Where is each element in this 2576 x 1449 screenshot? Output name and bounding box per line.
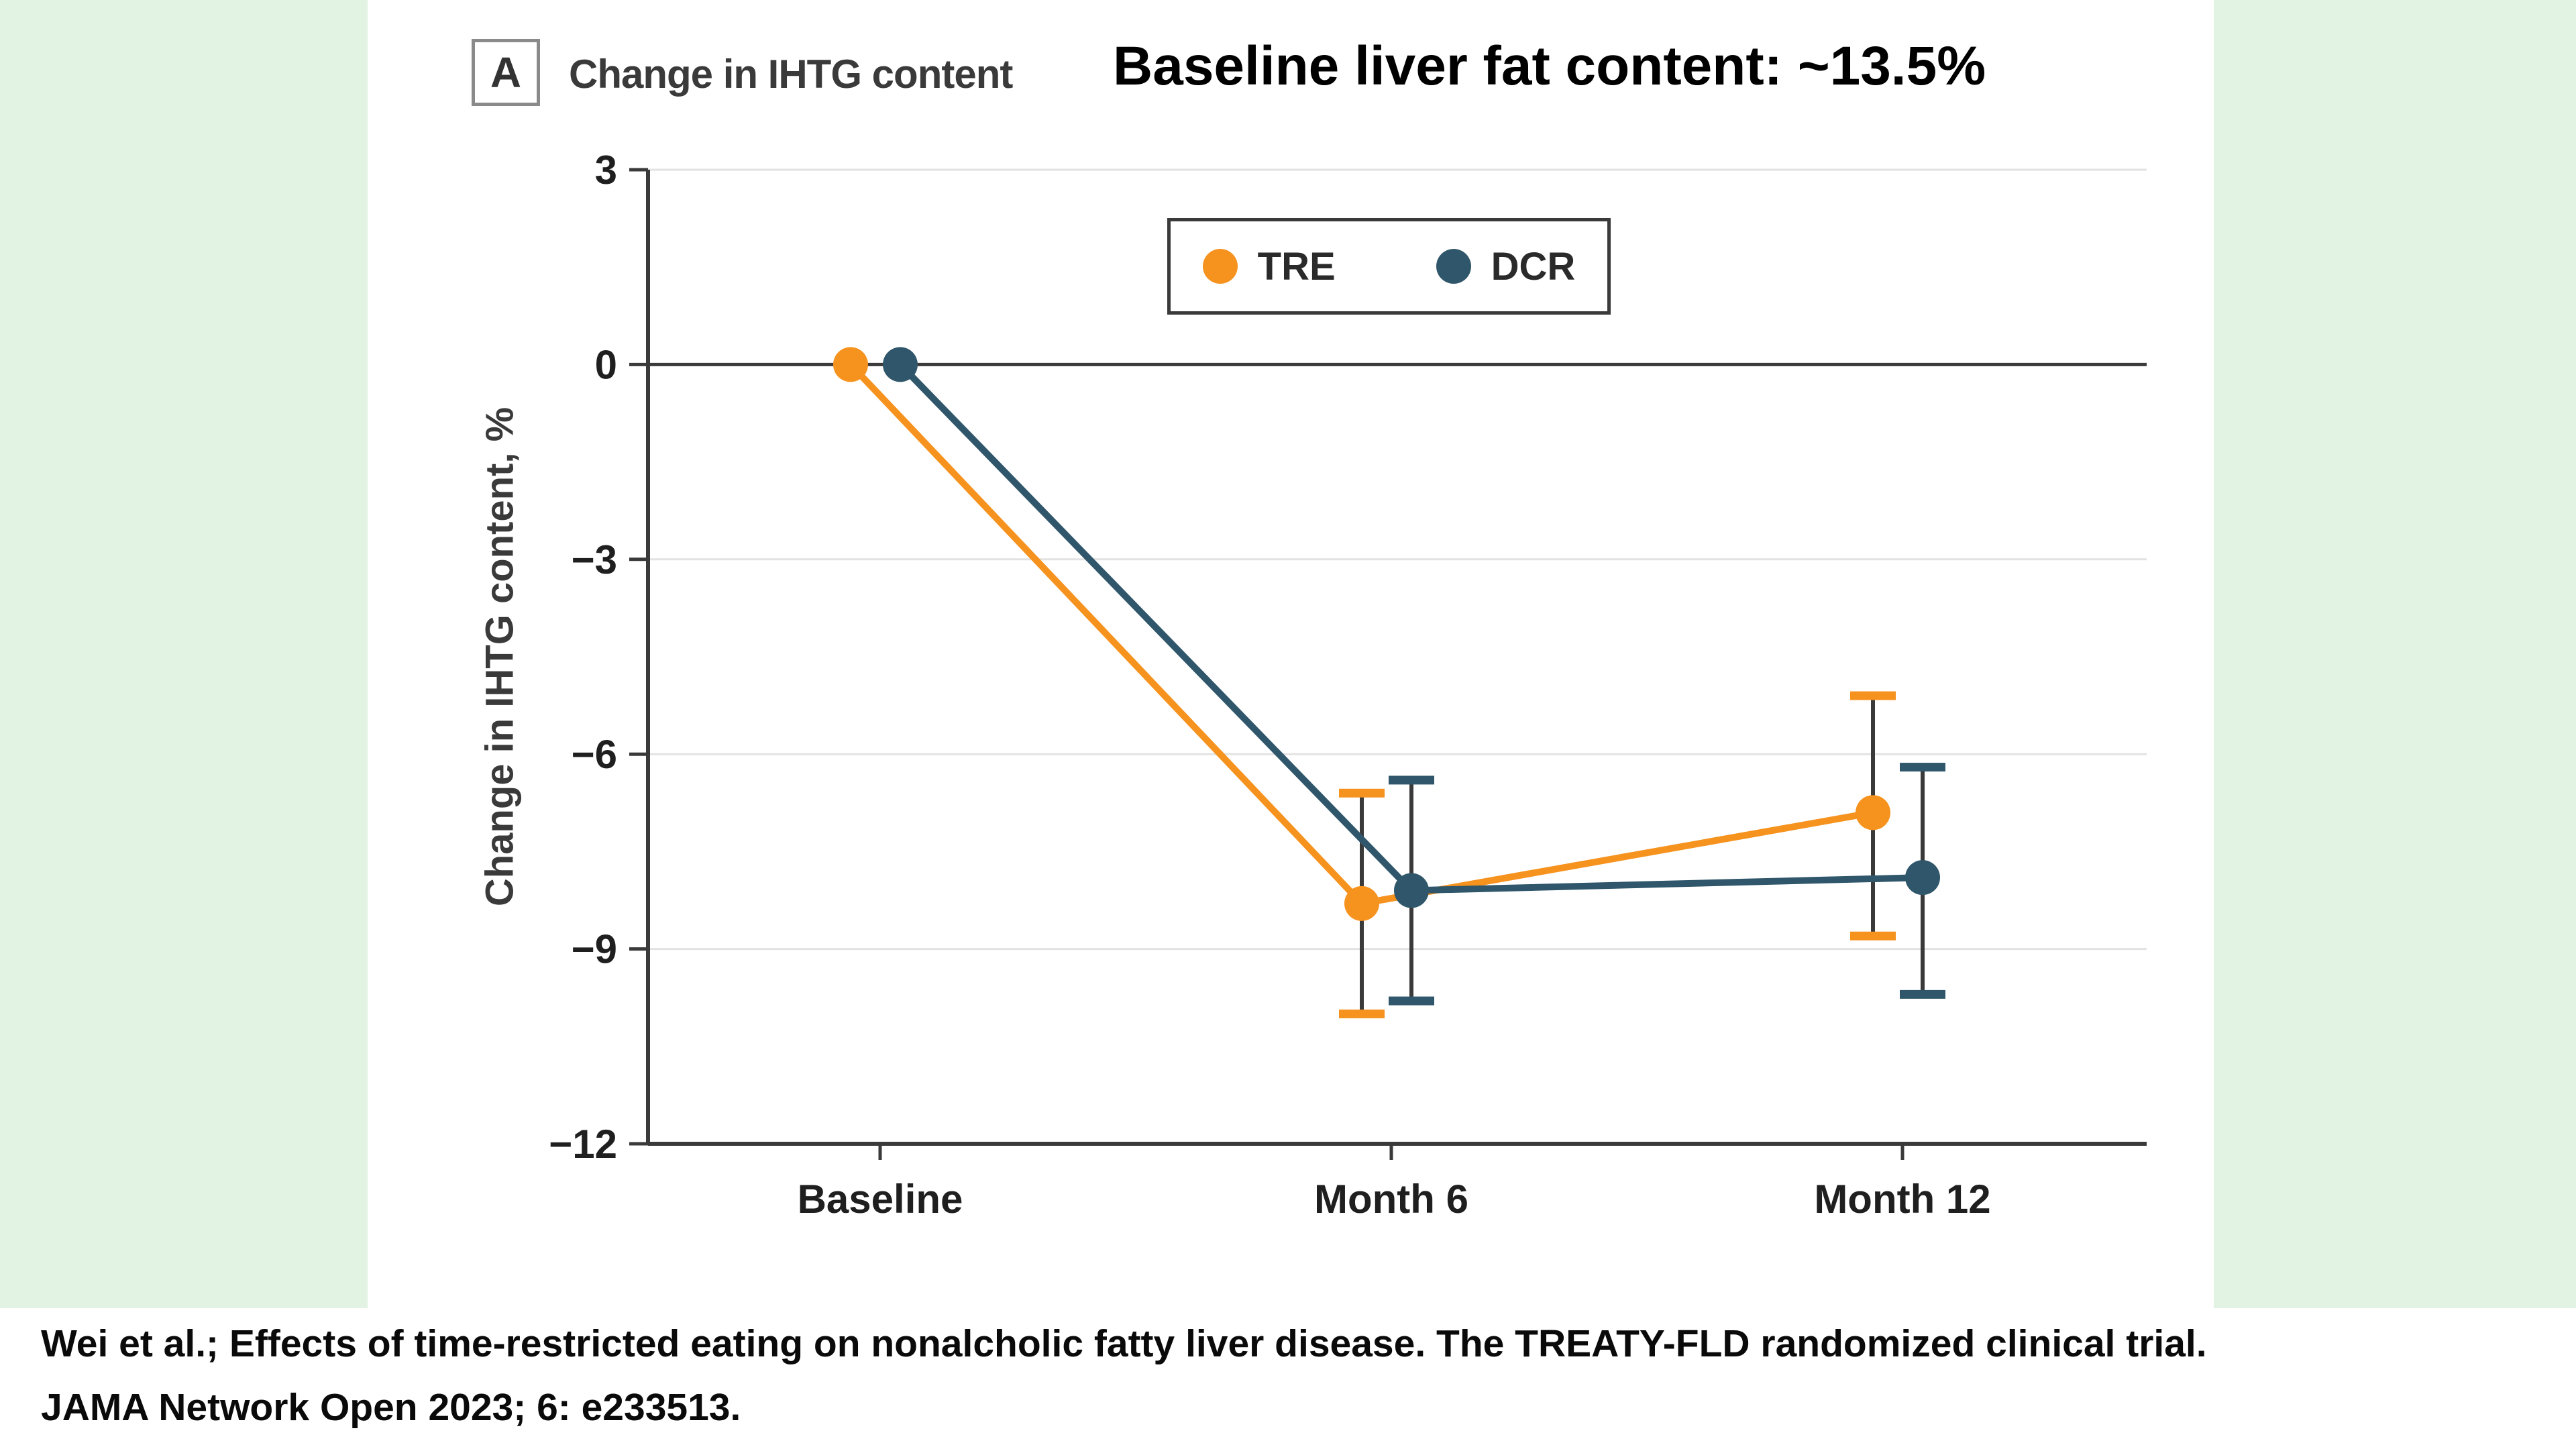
tre-point-month-6 bbox=[1344, 885, 1379, 921]
panel-title: Change in IHTG content bbox=[569, 51, 1013, 97]
dcr-errorbar-cap-low-month-6 bbox=[1389, 996, 1434, 1006]
legend-label-dcr: DCR bbox=[1491, 244, 1576, 288]
dcr-legend-dot-icon bbox=[1436, 249, 1471, 284]
legend-item-dcr: DCR bbox=[1436, 244, 1576, 289]
y-tick-label--9: −9 bbox=[572, 927, 617, 972]
legend: TRE DCR bbox=[1167, 218, 1611, 315]
tre-errorbar-cap-low-month-12 bbox=[1850, 931, 1896, 941]
panel-label: A bbox=[490, 48, 522, 97]
dcr-point-month-6 bbox=[1394, 873, 1429, 908]
dcr-point-baseline bbox=[883, 347, 918, 382]
page-title: Baseline liver fat content: ~13.5% bbox=[1113, 36, 1986, 97]
dcr-errorbar-cap-high-month-6 bbox=[1389, 775, 1434, 785]
tre-errorbar-cap-high-month-12 bbox=[1850, 691, 1896, 700]
y-tick-label--6: −6 bbox=[572, 732, 617, 777]
x-tick-label-baseline: Baseline bbox=[798, 1177, 963, 1222]
dcr-errorbar-cap-high-month-12 bbox=[1900, 763, 1945, 772]
citation: Wei et al.; Effects of time-restricted e… bbox=[41, 1312, 2563, 1440]
legend-item-tre: TRE bbox=[1202, 244, 1336, 289]
y-tick-label--3: −3 bbox=[572, 537, 617, 582]
y-tick-label--12: −12 bbox=[549, 1122, 617, 1167]
tre-errorbar-cap-high-month-6 bbox=[1339, 788, 1385, 798]
tre-point-month-12 bbox=[1856, 795, 1890, 830]
legend-label-tre: TRE bbox=[1257, 244, 1336, 288]
tre-legend-dot-icon bbox=[1202, 249, 1238, 284]
x-tick-label-month-12: Month 12 bbox=[1814, 1177, 1990, 1222]
citation-line-1: Wei et al.; Effects of time-restricted e… bbox=[41, 1322, 2207, 1365]
y-axis-label: Change in IHTG content, % bbox=[478, 407, 522, 907]
y-tick-label-3: 3 bbox=[595, 148, 617, 193]
y-tick-label-0: 0 bbox=[595, 342, 617, 387]
tre-point-baseline bbox=[833, 347, 868, 382]
dcr-point-month-12 bbox=[1905, 860, 1940, 896]
dcr-errorbar-cap-low-month-12 bbox=[1900, 989, 1945, 999]
citation-line-2: JAMA Network Open 2023; 6: e233513. bbox=[41, 1386, 741, 1429]
tre-errorbar-cap-low-month-6 bbox=[1339, 1009, 1385, 1018]
x-tick-label-month-6: Month 6 bbox=[1314, 1177, 1468, 1222]
panel-label-box: A bbox=[472, 39, 540, 106]
